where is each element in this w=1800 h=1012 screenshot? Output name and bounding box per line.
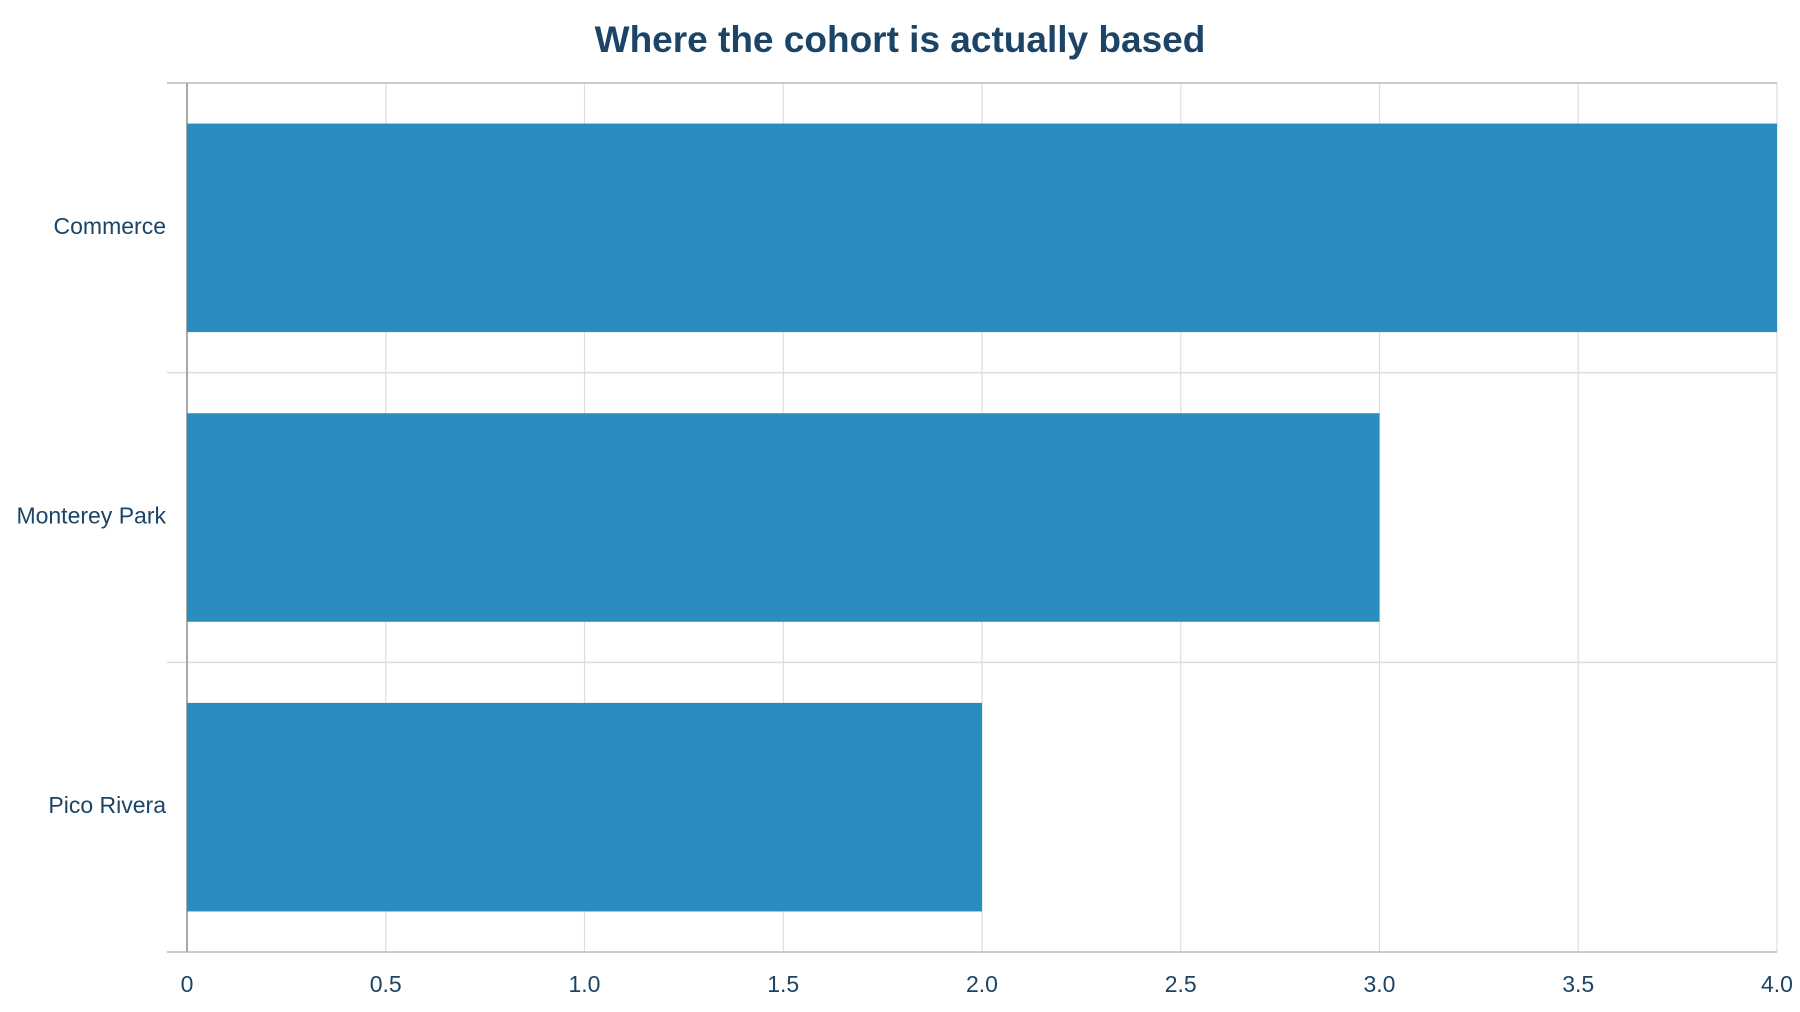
bar bbox=[187, 413, 1380, 622]
x-tick-label: 4.0 bbox=[1761, 971, 1793, 997]
x-tick-label: 2.0 bbox=[966, 971, 998, 997]
x-tick-label: 1.5 bbox=[767, 971, 799, 997]
x-tick-label: 3.0 bbox=[1364, 971, 1396, 997]
x-tick-label: 2.5 bbox=[1165, 971, 1197, 997]
bar bbox=[187, 123, 1777, 333]
y-tick-label: Monterey Park bbox=[16, 503, 166, 529]
y-tick-label: Pico Rivera bbox=[48, 792, 166, 818]
y-tick-label: Commerce bbox=[54, 213, 166, 239]
chart-title: Where the cohort is actually based bbox=[595, 19, 1206, 60]
bar bbox=[187, 702, 982, 912]
x-tick-label: 0.5 bbox=[370, 971, 402, 997]
x-tick-label: 3.5 bbox=[1562, 971, 1594, 997]
x-tick-label: 1.0 bbox=[569, 971, 601, 997]
x-tick-label: 0 bbox=[181, 971, 194, 997]
